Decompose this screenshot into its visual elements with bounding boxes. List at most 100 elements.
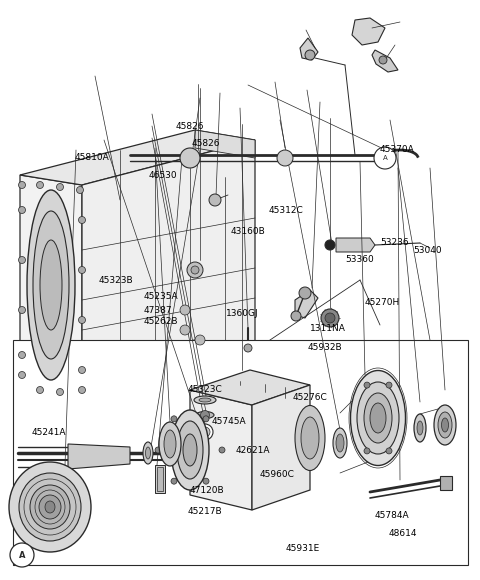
Ellipse shape [194,396,216,404]
Circle shape [325,240,335,250]
Text: 46530: 46530 [149,171,178,180]
Circle shape [19,372,25,379]
Circle shape [244,344,252,352]
Circle shape [79,216,85,223]
Polygon shape [190,390,252,510]
Text: 45323C: 45323C [187,385,222,394]
Text: 42621A: 42621A [235,445,270,455]
Ellipse shape [33,211,69,359]
Circle shape [79,367,85,374]
Circle shape [79,386,85,393]
Ellipse shape [295,405,325,470]
Ellipse shape [159,422,181,466]
Text: 45370A: 45370A [379,145,414,154]
Ellipse shape [39,495,61,519]
Circle shape [305,50,315,60]
Text: 45270H: 45270H [365,298,400,307]
Circle shape [36,182,44,188]
Polygon shape [352,18,385,45]
Circle shape [19,306,25,314]
Ellipse shape [442,418,448,432]
Ellipse shape [177,421,203,479]
Circle shape [57,389,63,396]
Circle shape [171,478,177,484]
Polygon shape [440,476,452,490]
Circle shape [386,448,392,454]
Text: 45312C: 45312C [269,206,303,215]
Text: 45217B: 45217B [187,507,222,516]
Text: 53236: 53236 [381,238,409,247]
Ellipse shape [27,190,75,380]
Ellipse shape [333,428,347,458]
Ellipse shape [414,414,426,442]
Ellipse shape [45,501,55,513]
Polygon shape [68,444,130,469]
Ellipse shape [19,473,81,541]
Ellipse shape [30,485,70,529]
Polygon shape [252,385,310,510]
Polygon shape [20,130,255,185]
Text: 45745A: 45745A [211,416,246,426]
Text: 47120B: 47120B [190,485,224,495]
Circle shape [219,447,225,453]
Text: 45276C: 45276C [293,393,327,402]
Text: 45235A: 45235A [144,292,179,302]
Circle shape [277,150,293,166]
Polygon shape [190,370,310,405]
Text: 1360GJ: 1360GJ [226,309,258,318]
Polygon shape [195,130,255,158]
Ellipse shape [9,462,91,552]
Circle shape [79,317,85,324]
Ellipse shape [196,411,214,419]
Circle shape [386,382,392,388]
Text: 45241A: 45241A [31,427,66,437]
Bar [13,340,468,565]
Text: 53360: 53360 [346,255,374,264]
Polygon shape [336,238,375,252]
Bar [157,467,163,491]
Circle shape [325,313,335,323]
Text: 45960C: 45960C [259,470,294,479]
Polygon shape [372,50,398,72]
Text: 1311NA: 1311NA [310,324,346,333]
Circle shape [374,147,396,169]
Text: 53040: 53040 [413,246,442,255]
Text: 45932B: 45932B [307,343,342,353]
Circle shape [200,427,210,437]
Circle shape [19,206,25,213]
Text: 45810A: 45810A [74,153,109,162]
Circle shape [195,335,205,345]
Circle shape [379,56,387,64]
Circle shape [76,187,84,194]
Circle shape [57,183,63,190]
Circle shape [321,309,339,327]
Text: 45262B: 45262B [144,317,179,327]
Text: 45826: 45826 [175,122,204,131]
Circle shape [36,386,44,393]
Text: A: A [19,550,25,560]
Circle shape [203,416,209,422]
Text: 48614: 48614 [389,529,417,538]
Circle shape [19,351,25,358]
Ellipse shape [301,417,319,459]
Circle shape [209,194,221,206]
Circle shape [19,256,25,263]
Circle shape [79,266,85,274]
Circle shape [180,325,190,335]
Circle shape [10,543,34,567]
Ellipse shape [183,434,197,466]
Ellipse shape [438,412,452,438]
Circle shape [203,478,209,484]
Circle shape [187,262,203,278]
Ellipse shape [350,371,406,466]
Ellipse shape [364,393,392,443]
Polygon shape [295,290,318,318]
Circle shape [180,148,200,168]
Circle shape [155,447,161,453]
Text: 45826: 45826 [192,139,220,148]
Ellipse shape [357,382,399,454]
Ellipse shape [143,442,153,464]
Ellipse shape [40,240,62,330]
Circle shape [180,305,190,315]
Circle shape [201,411,209,419]
